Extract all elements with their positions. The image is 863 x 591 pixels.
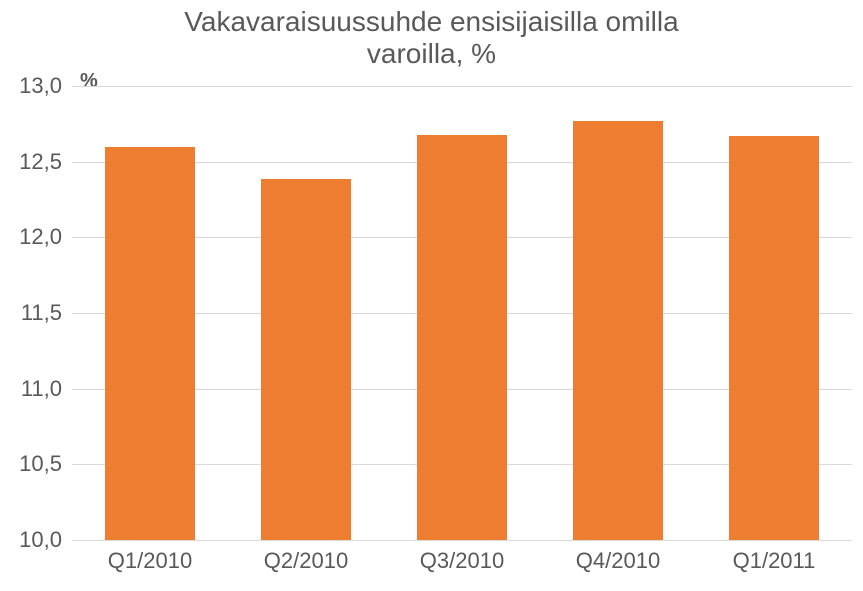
y-tick-label: 11,5 bbox=[21, 300, 62, 326]
y-tick-label: 12,5 bbox=[19, 149, 62, 175]
y-tick-label: 13,0 bbox=[19, 73, 62, 99]
chart-title-line1: Vakavaraisuussuhde ensisijaisilla omilla bbox=[184, 6, 678, 37]
bar bbox=[573, 121, 663, 540]
x-tick-label: Q1/2010 bbox=[108, 548, 192, 574]
y-tick-label: 12,0 bbox=[19, 224, 62, 250]
bar bbox=[729, 136, 819, 540]
bar bbox=[417, 135, 507, 540]
x-tick-label: Q1/2011 bbox=[733, 548, 816, 574]
y-tick-label: 10,5 bbox=[19, 451, 62, 477]
x-tick-label: Q3/2010 bbox=[420, 548, 504, 574]
x-tick-label: Q4/2010 bbox=[576, 548, 660, 574]
chart-title-line2: varoilla, % bbox=[367, 38, 496, 69]
y-tick-label: 11,0 bbox=[21, 376, 62, 402]
chart-title: Vakavaraisuussuhde ensisijaisilla omilla… bbox=[0, 6, 863, 70]
gridline bbox=[72, 86, 852, 87]
chart-container: Vakavaraisuussuhde ensisijaisilla omilla… bbox=[0, 0, 863, 591]
plot-area: 10,010,511,011,512,012,513,0Q1/2010Q2/20… bbox=[72, 86, 852, 540]
gridline bbox=[72, 540, 852, 541]
bar bbox=[261, 179, 351, 540]
y-tick-label: 10,0 bbox=[19, 527, 62, 553]
bar bbox=[105, 147, 195, 540]
x-tick-label: Q2/2010 bbox=[264, 548, 348, 574]
